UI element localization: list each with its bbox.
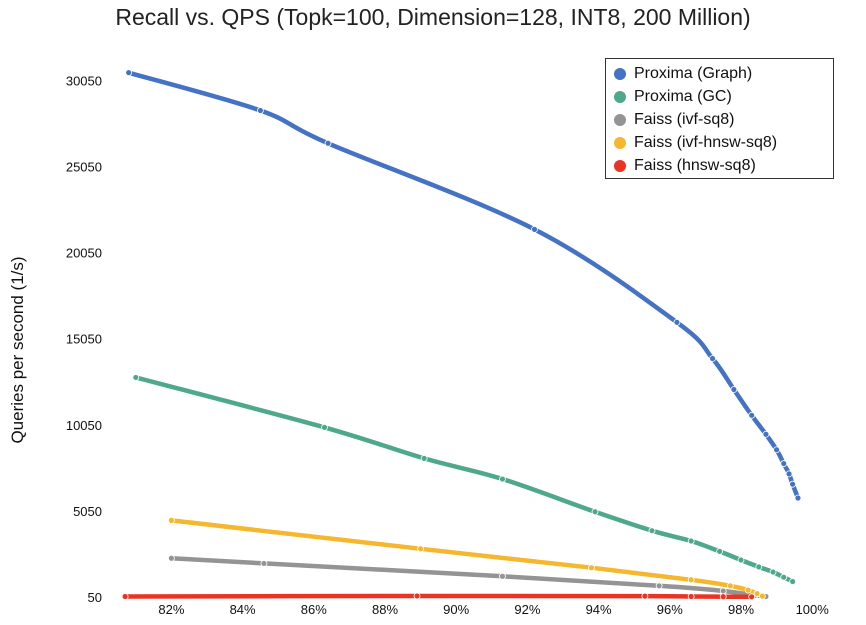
data-point	[125, 69, 133, 77]
series-line	[122, 593, 754, 600]
legend-label: Faiss (ivf-sq8)	[634, 110, 735, 128]
data-point	[744, 586, 752, 594]
legend-item: Faiss (ivf-hnsw-sq8)	[614, 131, 833, 154]
x-tick-label: 98%	[728, 602, 754, 617]
x-tick-label: 96%	[657, 602, 683, 617]
data-point	[499, 475, 506, 483]
data-point	[753, 590, 761, 597]
legend-label: Proxima (Graph)	[634, 64, 753, 82]
data-point	[726, 582, 734, 590]
series-proxima-gc	[132, 374, 797, 585]
legend-marker-icon	[614, 113, 626, 126]
series-line	[133, 375, 795, 584]
data-point	[655, 582, 663, 590]
data-point	[687, 576, 695, 584]
data-point	[687, 593, 695, 600]
series-faiss-ivf-hnsw-sq8	[167, 516, 766, 600]
y-tick-label: 15050	[66, 332, 102, 347]
data-point	[716, 547, 724, 555]
x-tick-label: 92%	[514, 602, 540, 617]
data-point	[730, 386, 738, 393]
data-point	[789, 480, 797, 488]
y-tick-label: 20050	[66, 246, 102, 261]
data-point	[260, 560, 268, 567]
x-tick-label: 88%	[372, 602, 398, 617]
data-point	[167, 554, 175, 562]
data-point	[719, 593, 727, 601]
data-point	[709, 355, 716, 362]
data-point	[737, 556, 745, 564]
data-point	[755, 563, 763, 571]
data-point	[785, 470, 793, 478]
data-point	[499, 572, 506, 580]
legend-item: Faiss (hnsw-sq8)	[614, 154, 833, 177]
y-tick-label: 5050	[73, 504, 102, 519]
legend-item: Faiss (ivf-sq8)	[614, 108, 833, 131]
legend-label: Faiss (hnsw-sq8)	[634, 156, 756, 174]
legend-item: Proxima (Graph)	[614, 62, 833, 85]
data-point	[780, 460, 788, 467]
data-point	[641, 592, 649, 600]
data-point	[256, 107, 264, 114]
y-tick-label: 25050	[66, 160, 102, 175]
data-point	[673, 318, 681, 326]
data-point	[762, 430, 770, 438]
data-point	[324, 139, 332, 147]
data-point	[789, 578, 797, 585]
y-tick-label: 50	[88, 590, 102, 605]
data-point	[121, 593, 129, 600]
legend-label: Faiss (ivf-hnsw-sq8)	[634, 133, 778, 151]
data-point	[591, 508, 599, 516]
series-proxima-graph	[125, 69, 802, 502]
x-tick-label: 84%	[230, 602, 256, 617]
data-point	[780, 573, 788, 581]
data-point	[420, 454, 428, 462]
legend-marker-icon	[614, 136, 626, 149]
data-point	[794, 494, 802, 502]
x-tick-label: 94%	[586, 602, 612, 617]
y-tick-label: 10050	[66, 418, 102, 433]
legend-label: Proxima (GC)	[634, 87, 732, 105]
data-point	[531, 225, 538, 233]
data-point	[413, 592, 421, 600]
data-point	[719, 587, 727, 595]
legend-marker-icon	[614, 90, 626, 103]
x-tick-label: 82%	[158, 602, 184, 617]
data-point	[769, 568, 777, 576]
y-tick-label: 30050	[66, 73, 102, 88]
legend-marker-icon	[614, 67, 626, 80]
data-point	[748, 411, 756, 419]
y-axis-label: Queries per second (1/s)	[8, 256, 27, 443]
data-point	[321, 423, 328, 431]
data-point	[758, 592, 766, 600]
data-point	[167, 516, 175, 524]
series-layer	[121, 69, 802, 601]
series-faiss-hnsw-sq8	[121, 592, 756, 601]
series-line	[169, 518, 765, 599]
data-point	[132, 374, 140, 381]
chart-title: Recall vs. QPS (Topk=100, Dimension=128,…	[115, 4, 751, 30]
legend: Proxima (Graph) Proxima (GC) Faiss (ivf-sq…	[605, 58, 834, 179]
x-tick-label: 90%	[443, 602, 469, 617]
data-point	[417, 545, 425, 553]
x-tick-label: 100%	[796, 602, 830, 617]
data-point	[648, 527, 656, 535]
x-axis: 82% 84% 86% 88% 90% 92% 94% 96% 98% 100%	[158, 602, 829, 617]
x-tick-label: 86%	[301, 602, 327, 617]
data-point	[588, 564, 595, 572]
data-point	[748, 593, 756, 601]
legend-item: Proxima (GC)	[614, 85, 833, 108]
legend-marker-icon	[614, 159, 626, 172]
data-point	[773, 446, 780, 454]
data-point	[687, 537, 695, 545]
